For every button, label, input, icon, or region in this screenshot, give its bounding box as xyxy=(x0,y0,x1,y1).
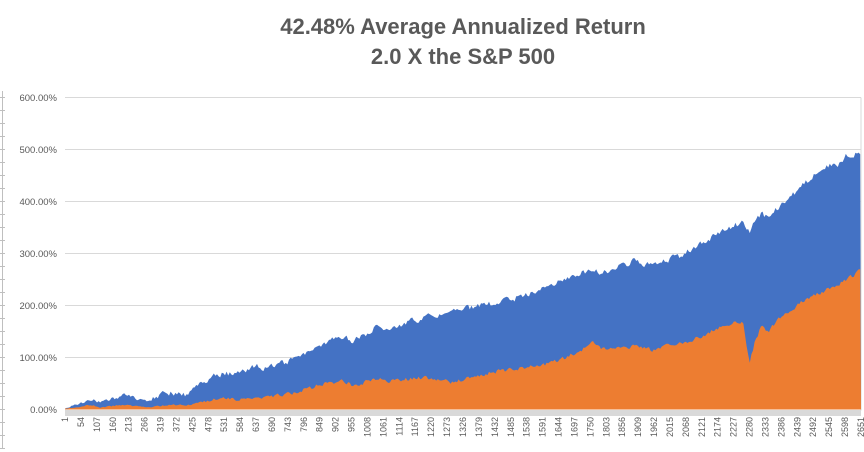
x-axis-tick-label: 425 xyxy=(187,417,197,432)
x-axis-tick-label: 2227 xyxy=(729,417,739,437)
x-axis-tick-label: 54 xyxy=(76,417,86,427)
x-axis-tick-label: 2333 xyxy=(761,417,771,437)
x-axis-tick-label: 2492 xyxy=(808,417,818,437)
x-axis-tick-label: 955 xyxy=(347,417,357,432)
x-axis-tick-label: 160 xyxy=(108,417,118,432)
x-axis-tick-label: 531 xyxy=(219,417,229,432)
x-axis-tick-label: 372 xyxy=(171,417,181,432)
x-axis-tick-label: 1220 xyxy=(426,417,436,437)
x-axis-tick-label: 2280 xyxy=(745,417,755,437)
chart-title: 42.48% Average Annualized Return 2.0 X t… xyxy=(63,12,863,72)
x-axis-tick-label: 319 xyxy=(156,417,166,432)
area-series-orange-area xyxy=(65,269,861,410)
x-axis-tick-label: 1114 xyxy=(394,417,404,436)
y-axis-tick-label: 0.00% xyxy=(30,405,57,416)
x-axis-tick-label: 1909 xyxy=(633,417,643,437)
x-axis-tick-label: 2174 xyxy=(713,417,723,437)
y-axis-tick-label: 600.00% xyxy=(19,93,57,104)
x-axis-tick-label: 1167 xyxy=(410,417,420,436)
x-axis-tick-label: 1803 xyxy=(601,417,611,437)
y-axis-tick-label: 300.00% xyxy=(19,249,57,260)
x-axis-tick-label: 2386 xyxy=(776,417,786,437)
x-axis-tick-label: 213 xyxy=(124,417,134,432)
y-axis-tick-label: 200.00% xyxy=(19,301,57,312)
x-axis-tick-label: 902 xyxy=(331,417,341,432)
x-axis-tick-label: 478 xyxy=(203,417,213,432)
y-axis-tick-label: 500.00% xyxy=(19,145,57,156)
chart-title-line1: 42.48% Average Annualized Return xyxy=(280,14,646,39)
x-axis-tick-label: 1379 xyxy=(474,417,484,437)
x-axis-tick-label: 2068 xyxy=(681,417,691,437)
x-axis-tick-label: 1644 xyxy=(554,417,564,437)
x-axis-tick-label: 2439 xyxy=(792,417,802,437)
x-axis-tick-label: 637 xyxy=(251,417,261,432)
x-axis-tick-label: 2015 xyxy=(665,417,675,437)
x-axis-tick-label: 690 xyxy=(267,417,277,432)
x-axis-tick-label: 743 xyxy=(283,417,293,432)
x-axis-tick-label: 1697 xyxy=(569,417,579,437)
x-axis-tick-label: 849 xyxy=(315,417,325,432)
x-axis-tick-label: 2651 xyxy=(856,417,864,437)
y-axis-tick-label: 100.00% xyxy=(19,353,57,364)
chart-title-line2: 2.0 X the S&P 500 xyxy=(370,44,556,69)
y-axis-tick-label: 400.00% xyxy=(19,197,57,208)
x-axis-tick-label: 1061 xyxy=(378,417,388,437)
x-axis-tick-label: 1962 xyxy=(649,417,659,437)
x-axis-tick-label: 1 xyxy=(60,417,70,422)
x-axis-tick-label: 1008 xyxy=(363,417,373,437)
x-axis-tick-label: 1432 xyxy=(490,417,500,437)
x-axis-tick-label: 1591 xyxy=(538,417,548,437)
x-axis-tick-label: 1750 xyxy=(585,417,595,437)
x-axis-tick-label: 1485 xyxy=(506,417,516,437)
x-axis-tick-label: 2121 xyxy=(697,417,707,437)
x-axis-tick-label: 1538 xyxy=(522,417,532,437)
x-axis-tick-label: 1326 xyxy=(458,417,468,437)
x-axis-tick-label: 1856 xyxy=(617,417,627,437)
x-axis-tick-label: 2545 xyxy=(824,417,834,437)
x-axis-tick-label: 107 xyxy=(92,417,102,432)
x-axis-tick-label: 266 xyxy=(140,417,150,432)
x-axis-tick-label: 2598 xyxy=(840,417,850,437)
x-axis-tick-label: 1273 xyxy=(442,417,452,437)
x-axis-band xyxy=(65,410,861,416)
x-axis-tick-label: 796 xyxy=(299,417,309,432)
x-axis-tick-label: 584 xyxy=(235,417,245,432)
area-series-blue-area xyxy=(65,152,861,410)
